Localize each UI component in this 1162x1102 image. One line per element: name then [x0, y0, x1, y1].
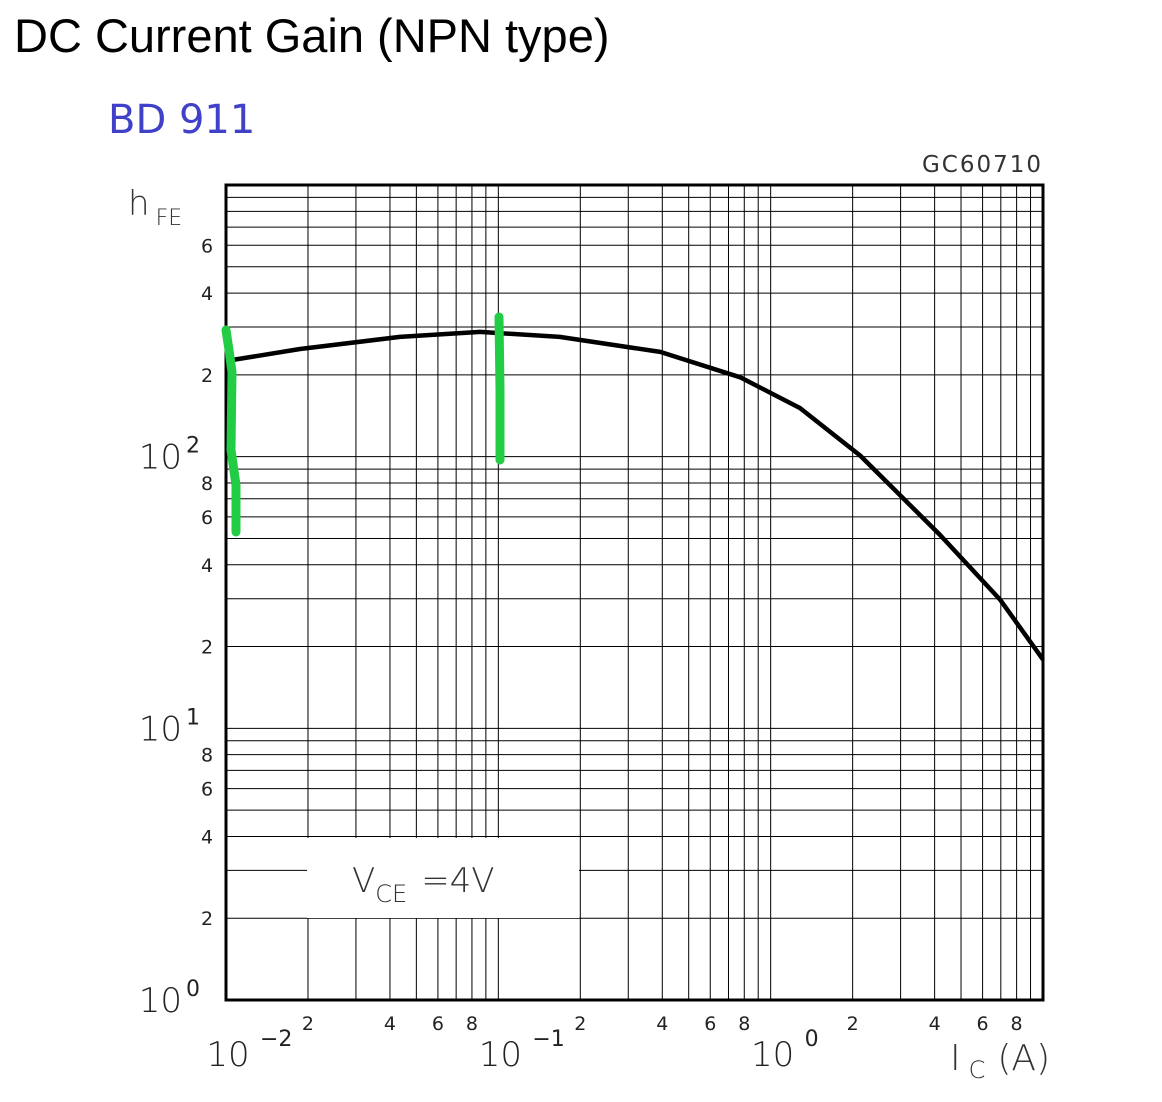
- annotation: VCE =4V: [352, 861, 495, 908]
- annotation-box: [307, 838, 579, 918]
- x-tick-exponent: 0: [805, 1027, 819, 1052]
- x-tick-exponent: −2: [260, 1027, 292, 1052]
- highlight-mark: [494, 312, 505, 465]
- y-tick-label: 4: [201, 555, 213, 577]
- annotation-subscript: CE: [375, 880, 407, 908]
- x-tick-label: 4: [384, 1013, 396, 1035]
- x-tick-exponent: −1: [532, 1027, 564, 1052]
- y-tick-label: 6: [201, 779, 213, 801]
- x-label-subscript: C: [969, 1056, 986, 1084]
- annotation-text: V: [352, 861, 375, 901]
- x-tick-label: 2: [574, 1013, 586, 1035]
- x-label-suffix: (A): [997, 1038, 1050, 1079]
- x-tick-label: 4: [929, 1013, 941, 1035]
- chart-subtitle: BD 911: [108, 97, 255, 143]
- lines: [232, 329, 1045, 661]
- y-tick-label: 4: [201, 283, 213, 305]
- x-tick-label: 4: [656, 1013, 668, 1035]
- y-tick-label: 2: [201, 908, 213, 930]
- y-label-text: h: [128, 184, 150, 224]
- plot-frame: [224, 183, 1045, 1002]
- x-tick-label: 10: [751, 1035, 794, 1075]
- y-label-subscript: FE: [156, 206, 183, 231]
- x-tick-label: 8: [1011, 1013, 1023, 1035]
- data-line: [232, 329, 1045, 661]
- y-tick-label: 8: [201, 745, 213, 767]
- y-tick-label: 4: [201, 826, 213, 848]
- y-tick-label: 8: [201, 473, 213, 495]
- x-tick-label: 8: [738, 1013, 750, 1035]
- x-label-text: I: [950, 1038, 961, 1079]
- y-tick-exponent: 1: [186, 705, 200, 730]
- y-tick-label: 10: [139, 438, 182, 478]
- x-tick-label: 10: [206, 1035, 249, 1075]
- x-tick-label: 8: [466, 1013, 478, 1035]
- y-tick-exponent: 2: [186, 434, 200, 459]
- highlight-mark: [221, 325, 241, 537]
- x-axis-label: I C (A): [950, 1038, 1050, 1084]
- y-tick-label: 6: [201, 507, 213, 529]
- y-tick-label: 6: [201, 235, 213, 257]
- y-tick-label: 2: [201, 637, 213, 659]
- x-tick-label: 10: [479, 1035, 522, 1075]
- y-tick-label: 10: [139, 709, 182, 749]
- x-tick-label: 6: [704, 1013, 716, 1035]
- y-tick-label: 2: [201, 365, 213, 387]
- x-tick-label: 6: [432, 1013, 444, 1035]
- chart-title: DC Current Gain (NPN type): [14, 9, 610, 62]
- x-tick-label: 6: [977, 1013, 989, 1035]
- x-tick-label: 2: [847, 1013, 859, 1035]
- x-tick-label: 2: [302, 1013, 314, 1035]
- annotation-suffix: =4V: [421, 861, 494, 901]
- y-tick-exponent: 0: [186, 977, 200, 1002]
- y-tick-label: 10: [139, 981, 182, 1021]
- y-axis-label: h FE: [128, 184, 182, 231]
- figure-code: GC60710: [922, 152, 1043, 178]
